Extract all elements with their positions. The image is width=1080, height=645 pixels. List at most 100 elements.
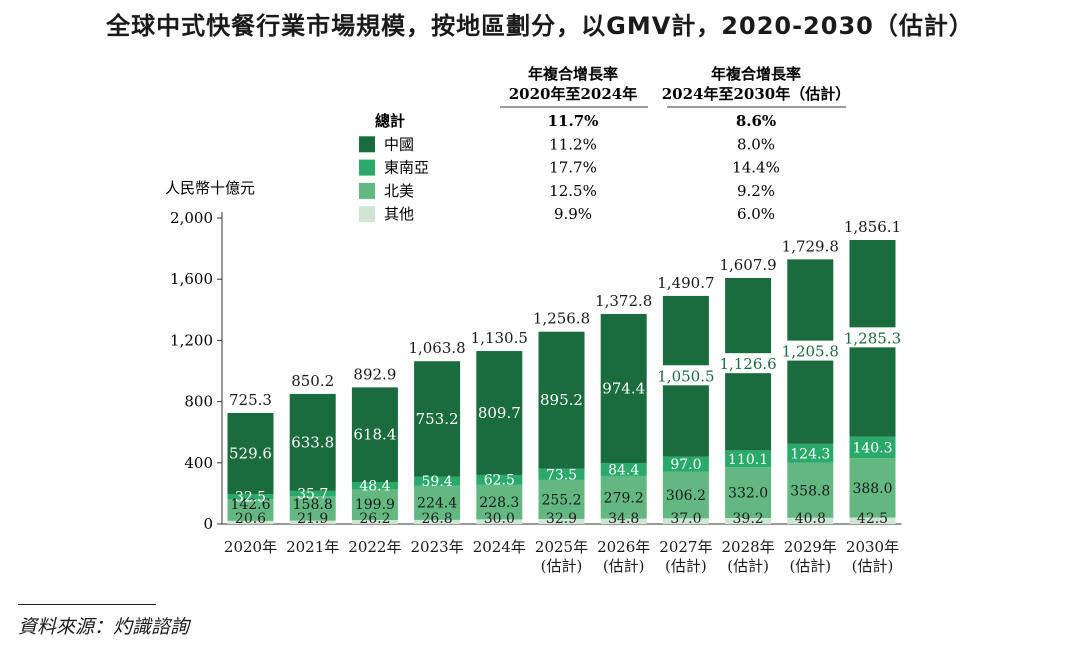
data-label-china: 974.4 bbox=[602, 380, 645, 398]
data-label-total: 1,607.9 bbox=[719, 256, 776, 274]
bar-segment-other bbox=[476, 519, 523, 524]
y-tick-label: 400 bbox=[184, 454, 213, 472]
data-label-na: 142.6 bbox=[230, 497, 270, 513]
data-label-other: 20.6 bbox=[235, 511, 266, 527]
y-axis-label: 人民幣十億元 bbox=[165, 179, 255, 197]
data-label-china: 1,205.8 bbox=[782, 343, 839, 361]
x-tick-label: 2030年 bbox=[846, 538, 899, 556]
bar-segment-na bbox=[538, 479, 585, 519]
data-label-sea: 73.5 bbox=[546, 467, 577, 483]
bar-segment-na bbox=[600, 475, 647, 519]
y-tick-label: 800 bbox=[184, 393, 213, 411]
data-label-sea: 59.4 bbox=[422, 474, 453, 490]
data-label-china: 753.2 bbox=[416, 410, 459, 428]
chart-title: 全球中式快餐行業市場規模，按地區劃分，以GMV計，2020-2030（估計） bbox=[106, 12, 974, 40]
data-label-na: 332.0 bbox=[728, 486, 768, 502]
cagr-header-2: 年複合增長率 bbox=[711, 65, 801, 83]
bar-segment-china bbox=[289, 393, 336, 491]
cagr-value-other: 6.0% bbox=[737, 205, 775, 223]
bar-segment-na bbox=[787, 462, 834, 518]
data-label-na: 158.8 bbox=[293, 497, 333, 513]
data-label-total: 1,856.1 bbox=[844, 218, 901, 236]
data-label-box bbox=[716, 353, 781, 374]
data-label-sea: 62.5 bbox=[484, 473, 515, 489]
data-label-total: 1,729.8 bbox=[782, 237, 839, 255]
bar-segment-china bbox=[600, 313, 647, 464]
x-tick-label: 2028年 bbox=[722, 538, 775, 556]
bar-segment-sea bbox=[538, 468, 585, 480]
bar-segment-sea bbox=[227, 494, 274, 500]
cagr-value-other: 9.9% bbox=[554, 205, 592, 223]
data-label-other: 39.2 bbox=[733, 511, 764, 527]
data-label-other: 32.9 bbox=[546, 511, 577, 527]
data-label-sea: 35.7 bbox=[297, 487, 328, 503]
x-tick-label: 2024年 bbox=[473, 538, 526, 556]
bar-segment-sea bbox=[600, 463, 647, 476]
bar-segment-na bbox=[289, 496, 336, 521]
cagr-header-1: 2020年至2024年 bbox=[509, 85, 638, 103]
bar-segment-sea bbox=[849, 436, 896, 459]
bar-segment-other bbox=[787, 517, 834, 524]
bar-segment-na bbox=[227, 499, 274, 521]
bar-segment-sea bbox=[787, 443, 834, 463]
data-label-box bbox=[653, 365, 718, 386]
legend-swatch-china bbox=[359, 136, 375, 153]
data-label-other: 21.9 bbox=[297, 511, 328, 527]
x-tick-label: 2025年 bbox=[535, 538, 588, 556]
legend-label-other: 其他 bbox=[384, 205, 414, 223]
bar-segment-sea bbox=[351, 482, 398, 490]
data-label-other: 26.2 bbox=[359, 511, 390, 527]
data-label-china: 1,126.6 bbox=[719, 355, 776, 373]
bar-segment-na bbox=[476, 484, 523, 520]
data-label-box bbox=[778, 340, 843, 361]
x-tick-label: 2020年 bbox=[224, 538, 277, 556]
bar-segment-china bbox=[227, 413, 274, 495]
cagr-value-na: 12.5% bbox=[549, 182, 597, 200]
cagr-value-sea: 17.7% bbox=[549, 159, 597, 177]
data-label-sea: 84.4 bbox=[608, 463, 639, 479]
data-label-total: 1,372.8 bbox=[595, 292, 652, 310]
data-label-na: 199.9 bbox=[355, 497, 395, 513]
data-label-total: 1,063.8 bbox=[408, 339, 465, 357]
source-divider bbox=[18, 604, 156, 605]
data-label-other: 40.8 bbox=[795, 511, 826, 527]
y-tick-label: 1,600 bbox=[170, 270, 213, 288]
x-tick-label: (估計) bbox=[727, 557, 769, 575]
bar-segment-sea bbox=[725, 450, 772, 468]
x-tick-label: (估計) bbox=[789, 557, 831, 575]
data-label-sea: 140.3 bbox=[852, 440, 892, 456]
data-label-other: 42.5 bbox=[857, 511, 888, 527]
data-label-total: 892.9 bbox=[353, 365, 396, 383]
data-label-na: 255.2 bbox=[541, 492, 581, 508]
x-tick-label: 2021年 bbox=[286, 538, 339, 556]
data-label-box bbox=[840, 327, 905, 348]
bar-segment-other bbox=[538, 518, 585, 524]
bar-segment-other bbox=[414, 519, 461, 524]
bar-segment-other bbox=[289, 520, 336, 524]
data-label-china: 1,285.3 bbox=[844, 329, 901, 347]
bar-segment-other bbox=[662, 518, 709, 524]
bar-segment-other bbox=[849, 517, 896, 524]
legend-label-na: 北美 bbox=[384, 182, 414, 200]
data-label-china: 1,050.5 bbox=[657, 367, 714, 385]
bar-segment-other bbox=[600, 518, 647, 524]
bar-segment-sea bbox=[662, 456, 709, 472]
cagr-value-china: 8.0% bbox=[737, 135, 775, 153]
data-label-sea: 97.0 bbox=[670, 457, 701, 473]
x-tick-label: (估計) bbox=[665, 557, 707, 575]
y-tick-label: 2,000 bbox=[170, 209, 213, 227]
data-label-other: 34.8 bbox=[608, 511, 639, 527]
legend-swatch-other bbox=[359, 206, 375, 223]
y-tick-label: 0 bbox=[203, 515, 213, 533]
data-label-china: 895.2 bbox=[540, 391, 583, 409]
data-label-other: 30.0 bbox=[484, 511, 515, 527]
bar-segment-sea bbox=[289, 490, 336, 497]
x-tick-label: 2022年 bbox=[348, 538, 401, 556]
legend-swatch-na bbox=[359, 182, 375, 199]
bar-segment-na bbox=[414, 485, 461, 520]
bar-segment-china bbox=[351, 387, 398, 483]
data-label-sea: 124.3 bbox=[790, 446, 830, 462]
cagr-header-1: 年複合增長率 bbox=[528, 65, 618, 83]
legend-label-china: 中國 bbox=[384, 135, 414, 153]
